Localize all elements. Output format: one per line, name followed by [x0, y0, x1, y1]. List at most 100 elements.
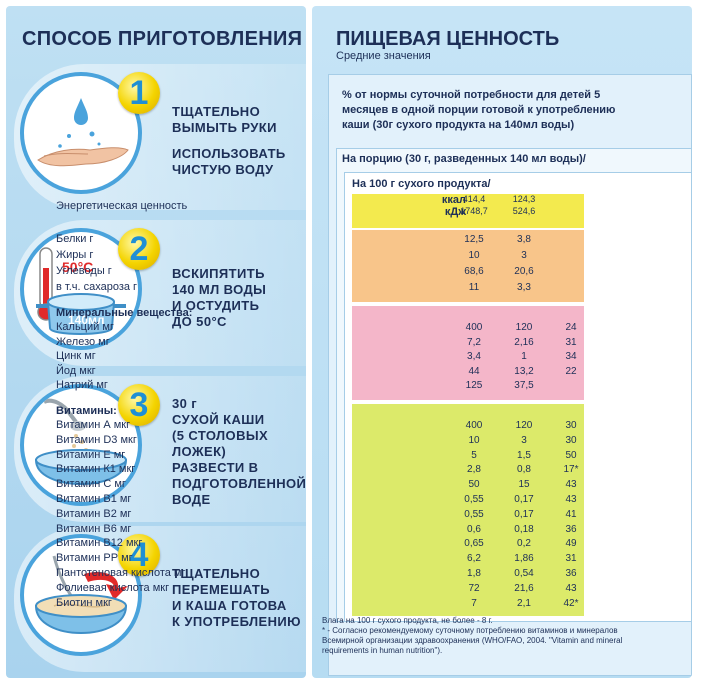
- vitamin-row-label: Витамин РР мг: [56, 552, 133, 565]
- vitamin-row-value: 30: [565, 420, 577, 431]
- macro-row-label: в т.ч. сахароза г: [56, 281, 138, 293]
- step-1-text: ТЩАТЕЛЬНО ВЫМЫТЬ РУКИ ИСПОЛЬЗОВАТЬ ЧИСТУ…: [172, 104, 286, 178]
- step-3-line: (5 СТОЛОВЫХ ЛОЖЕК): [172, 428, 269, 459]
- vitamin-row-label: Витамин В1 мг: [56, 493, 132, 505]
- step-2-line: ВСКИПЯТИТЬ: [172, 266, 265, 281]
- macro-row-value: 68,6: [464, 266, 484, 277]
- step-3-line: РАЗВЕСТИ В: [172, 460, 259, 475]
- vitamin-row-value: 17*: [563, 464, 579, 476]
- step-4-line: К УПОТРЕБЛЕНИЮ: [172, 614, 301, 629]
- vitamin-row-value: 1,8: [467, 568, 481, 579]
- mineral-row-label: Железо мг: [56, 335, 110, 348]
- vitamin-row-value: 15: [518, 479, 530, 491]
- step-2-line: ДО 50°С: [172, 314, 227, 329]
- vitamin-row-value: 36: [565, 523, 577, 535]
- mineral-row-value: 3,4: [467, 351, 481, 362]
- step-4: 4 ТЩАТЕЛЬНО ПЕРЕМЕШАТЬ И КАША ГОТОВА К У…: [14, 526, 306, 672]
- step-1-line: ВЫМЫТЬ РУКИ: [172, 120, 277, 135]
- mineral-row-value: 7,2: [467, 336, 481, 348]
- vitamin-row-value: 0,54: [514, 568, 534, 579]
- step-2-text: ВСКИПЯТИТЬ 140 МЛ ВОДЫ И ОСТУДИТЬ ДО 50°…: [172, 266, 266, 330]
- vitamin-row-value: 50: [565, 449, 577, 461]
- step-4-line: ПЕРЕМЕШАТЬ: [172, 582, 270, 597]
- step-3-line: ПОДГОТОВЛЕННОЙ: [172, 476, 306, 491]
- step-2-line: И ОСТУДИТЬ: [172, 298, 260, 313]
- vitamin-row-label: Биотин мкг: [56, 596, 112, 609]
- macro-row-label: Жиры г: [56, 249, 94, 261]
- nutrition-panel: ПИЩЕВАЯ ЦЕННОСТЬ Средние значения % от н…: [312, 6, 692, 678]
- mineral-row-value: 13,2: [514, 365, 534, 377]
- vitamin-row-value: 0,17: [514, 494, 534, 505]
- vitamin-row-label: Витамин В2 мг: [56, 507, 132, 520]
- vitamin-row-value: 0,18: [514, 523, 534, 535]
- vitamin-row-value: 2,1: [517, 597, 531, 609]
- vitamin-row-value: 1,5: [517, 449, 531, 461]
- hand-washing-icon: [37, 98, 129, 167]
- preparation-title: СПОСОБ ПРИГОТОВЛЕНИЯ: [22, 28, 303, 50]
- energy-value: 1748,7: [460, 206, 488, 216]
- vitamin-row-value: 72: [468, 582, 480, 594]
- step-3-number: 3: [118, 384, 160, 426]
- mineral-row-value: 120: [515, 322, 533, 333]
- vitamin-row-value: 41: [565, 508, 577, 520]
- mineral-row-value: 125: [465, 380, 483, 391]
- step-1-line: ТЩАТЕЛЬНО: [172, 104, 261, 119]
- daily-norm-intro: % от нормы суточной потребности для дете…: [342, 88, 642, 133]
- nutrition-subtitle: Средние значения: [336, 50, 431, 62]
- vitamin-row-label: Витамин А мкг: [56, 419, 131, 431]
- per-portion-header: На порцию (30 г, разведенных 140 мл воды…: [342, 153, 586, 165]
- step-3-text: 30 г СУХОЙ КАШИ (5 СТОЛОВЫХ ЛОЖЕК) РАЗВЕ…: [172, 396, 306, 508]
- step-1-number: 1: [118, 72, 160, 114]
- macro-row-value: 3: [521, 250, 527, 261]
- mineral-row-value: 2,16: [514, 336, 534, 348]
- energy-value: 124,3: [512, 194, 536, 204]
- vitamin-row-value: 0,55: [464, 508, 484, 520]
- mineral-row-value: 24: [565, 322, 577, 333]
- vitamin-row-value: 0,55: [464, 494, 484, 505]
- macro-row-value: 10: [468, 250, 480, 261]
- vitamin-row-value: 10: [468, 434, 480, 446]
- energy-value: 414,4: [462, 194, 486, 204]
- mineral-row-value: 31: [565, 336, 577, 348]
- step-3-image: [20, 384, 142, 506]
- vitamin-row-value: 0,17: [514, 508, 534, 520]
- vitamin-row-label: Пантотеновая кислота мг: [56, 567, 186, 579]
- footnote-line: Всемирной организации здравоохранения (W…: [322, 636, 623, 645]
- footnote-line: requirements in human nutrition").: [322, 646, 443, 655]
- nutrition-title: ПИЩЕВАЯ ЦЕННОСТЬ: [336, 28, 560, 50]
- vitamin-row-value: 31: [565, 553, 577, 565]
- macro-row-value: 3,3: [517, 282, 531, 293]
- vitamin-row-value: 120: [515, 420, 533, 431]
- vitamin-row-label: Витамин Е мг: [56, 448, 126, 461]
- vitamin-row-value: 5: [471, 449, 477, 461]
- mineral-row-label: Йод мкг: [56, 364, 96, 377]
- vitamin-row-label: Витамин В12 мкг: [56, 537, 143, 550]
- macros-block: [352, 230, 584, 302]
- step-3-line: СУХОЙ КАШИ: [172, 412, 265, 427]
- step-2-line: 140 МЛ ВОДЫ: [172, 282, 267, 297]
- step-3-line: ВОДЕ: [172, 492, 211, 507]
- vitamin-row-value: 1,86: [514, 553, 534, 565]
- vitamin-row-value: 43: [565, 494, 577, 505]
- step-3-line: 30 г: [172, 396, 198, 411]
- preparation-panel: СПОСОБ ПРИГОТОВЛЕНИЯ 1 ТЩАТЕЛЬНО ВЫМЫТЬ …: [6, 6, 306, 678]
- vitamin-row-value: 0,6: [467, 523, 481, 535]
- vitamin-row-label: Витамин К1 мкг: [56, 463, 136, 476]
- minerals-title: Минеральные вещества:: [56, 307, 193, 319]
- mineral-row-value: 34: [565, 351, 577, 362]
- macro-row-label: Углеводы г: [56, 265, 112, 277]
- per-100g-header: На 100 г сухого продукта/: [352, 178, 491, 190]
- mineral-row-label: Натрий мг: [56, 379, 108, 391]
- intro-line: % от нормы суточной потребности для дете…: [342, 89, 601, 101]
- energy-unit-kcal: ккал: [441, 194, 466, 206]
- vitamin-row-value: 0,2: [517, 538, 531, 550]
- volume-label: 140мл: [68, 313, 105, 327]
- macro-row-value: 12,5: [464, 234, 484, 245]
- step-4-number: 4: [118, 534, 160, 576]
- vitamin-row-value: 3: [521, 434, 527, 446]
- vitamins-block: [352, 404, 584, 616]
- vitamins-title: Витамины:: [56, 405, 117, 417]
- step-2-number: 2: [118, 228, 160, 270]
- mineral-row-value: 22: [565, 365, 577, 377]
